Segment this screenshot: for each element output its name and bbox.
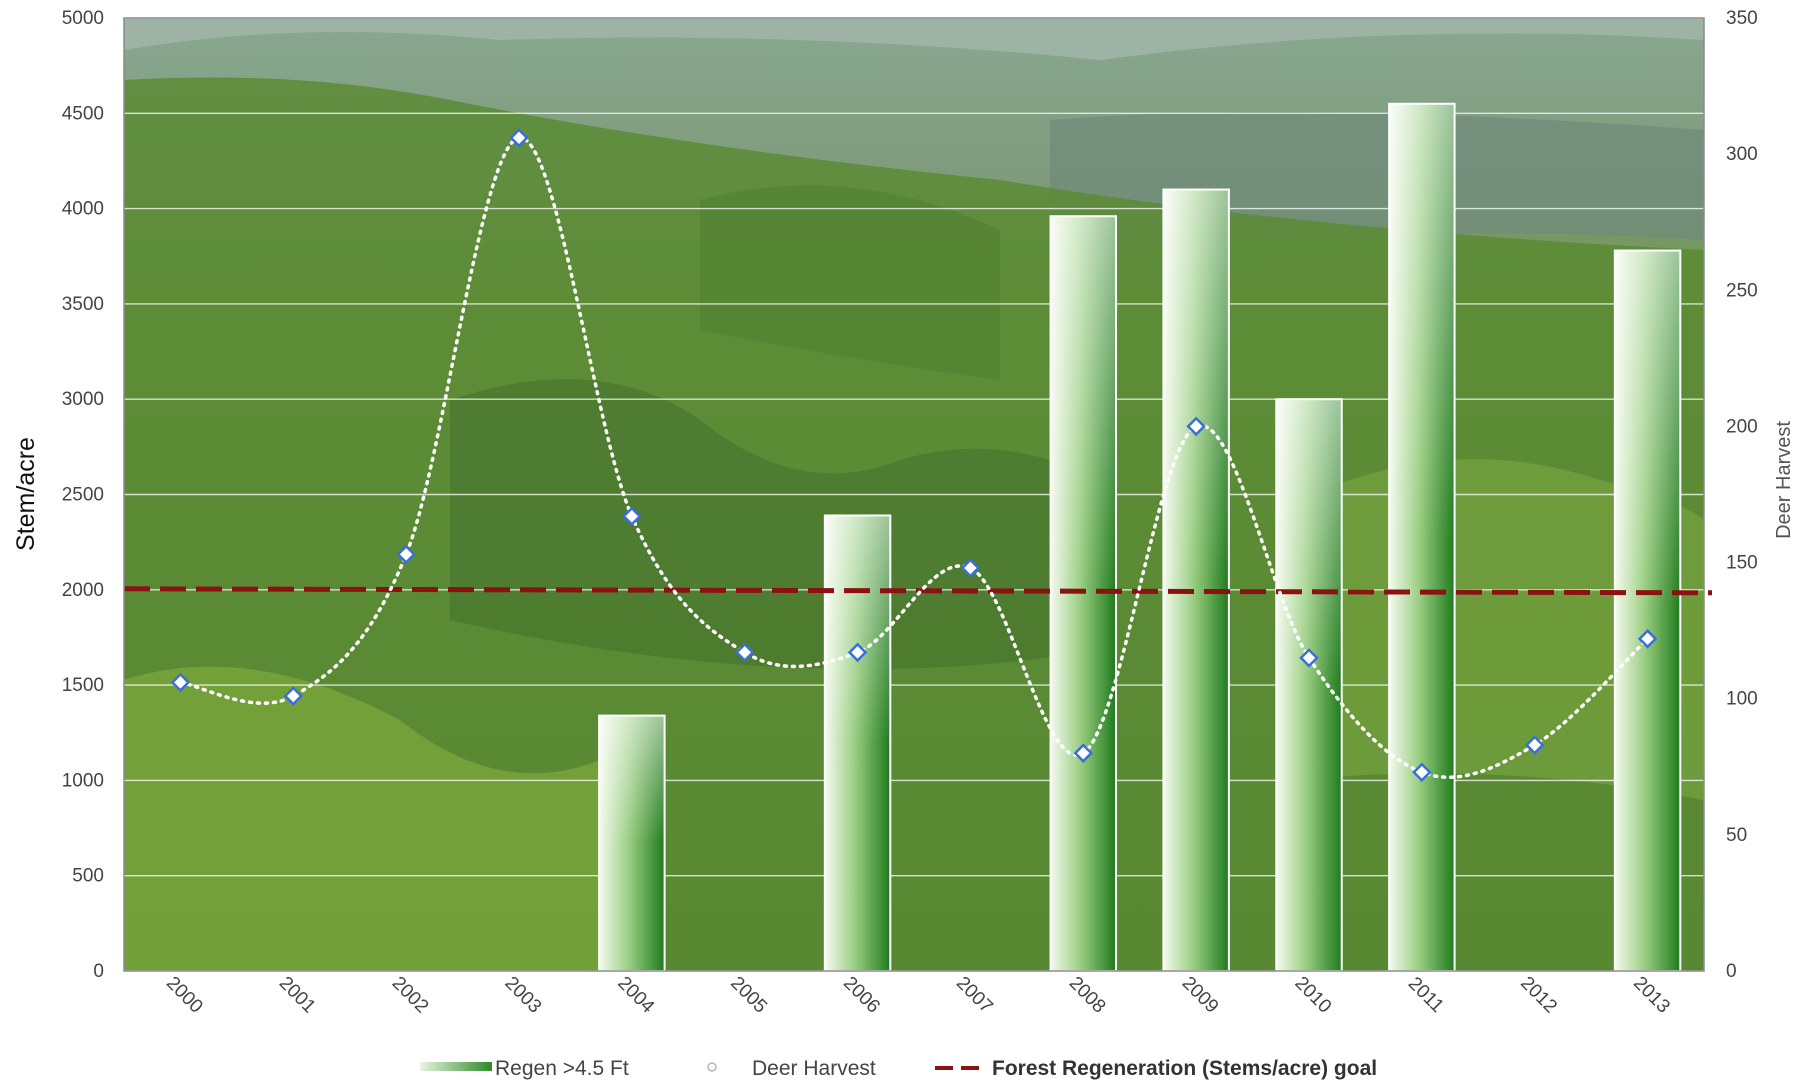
deer-harvest-point (734, 642, 755, 663)
deer-harvest-point (622, 506, 642, 527)
y-tick-label: 0 (93, 961, 104, 982)
bar-highlight (1276, 399, 1342, 971)
x-tick-label: 2001 (275, 973, 320, 1018)
deer-harvest-point (960, 558, 981, 578)
x-tick-label: 2005 (726, 973, 771, 1018)
bar-highlight (599, 715, 665, 971)
bar-highlight (824, 515, 891, 971)
y2-tick-label: 150 (1726, 553, 1758, 574)
y-tick-label: 500 (72, 866, 104, 887)
x-tick-label: 2006 (839, 973, 884, 1018)
x-tick-label: 2009 (1178, 973, 1223, 1018)
y-tick-label: 1000 (62, 770, 104, 791)
x-axis: 2000 2001 2002 2003 2004 2005 2006 2007 2008 2009… (162, 973, 1674, 1018)
bar-highlight (1163, 189, 1229, 972)
y-tick-label: 4000 (62, 199, 104, 220)
y-tick-label: 4500 (62, 103, 104, 124)
deer-harvest-point (847, 642, 868, 663)
legend: Regen >4.5 Ft Deer Harvest Forest Regene… (420, 1057, 1377, 1080)
x-tick-label: 2012 (1516, 973, 1561, 1018)
y2-tick-label: 0 (1726, 961, 1737, 982)
x-tick-label: 2013 (1629, 973, 1674, 1018)
y2-axis-label: Deer Harvest (1773, 421, 1795, 539)
bar-highlight (1614, 250, 1681, 972)
x-tick-label: 2000 (162, 973, 207, 1018)
deer-harvest-series (170, 128, 1658, 782)
x-tick-label: 2007 (952, 973, 997, 1018)
y-axis-label: Stem/acre (12, 437, 40, 551)
x-tick-label: 2004 (613, 973, 658, 1018)
legend-bar-swatch (420, 1062, 492, 1071)
y-axis-left: 0 500 1000 1500 2000 2500 3000 3500 4000 4500 5000 (62, 8, 104, 982)
y2-tick-label: 100 (1726, 689, 1758, 710)
deer-harvest-point (283, 686, 304, 706)
deer-harvest-point (1524, 735, 1545, 755)
legend-goal-label: Forest Regeneration (Stems/acre) goal (992, 1057, 1377, 1080)
y2-tick-label: 350 (1726, 8, 1758, 29)
y2-tick-label: 200 (1726, 416, 1758, 437)
y2-tick-label: 300 (1726, 144, 1758, 165)
x-tick-label: 2002 (388, 973, 433, 1018)
bar-highlight (1389, 103, 1455, 971)
legend-deer-marker (707, 1062, 717, 1072)
y-tick-label: 2000 (62, 580, 104, 601)
deer-harvest-point (1186, 416, 1206, 437)
deer-harvest-point (170, 672, 191, 693)
y-tick-label: 1500 (62, 675, 104, 696)
y-tick-label: 3500 (62, 294, 104, 315)
y-tick-label: 2500 (62, 485, 104, 506)
x-tick-label: 2008 (1065, 973, 1110, 1018)
deer-harvest-point (1073, 743, 1094, 763)
goal-reference-line (123, 586, 1713, 596)
deer-harvest-point (509, 128, 529, 148)
y2-tick-label: 50 (1726, 825, 1747, 846)
deer-harvest-point (1299, 648, 1319, 668)
plot-frame (123, 17, 1705, 972)
legend-bar-label: Regen >4.5 Ft (495, 1057, 629, 1080)
deer-harvest-point (396, 544, 416, 565)
deer-harvest-point (1637, 629, 1658, 649)
x-tick-label: 2003 (501, 973, 546, 1018)
y-axis-right: 0 50 100 150 200 250 300 350 (1726, 8, 1758, 982)
y2-tick-label: 250 (1726, 280, 1758, 301)
x-tick-label: 2010 (1291, 973, 1336, 1018)
y-tick-label: 5000 (62, 8, 104, 29)
goal-line (123, 586, 1713, 596)
deer-harvest-point (1412, 762, 1432, 782)
deer-harvest-line (178, 136, 1650, 779)
x-tick-label: 2011 (1404, 973, 1448, 1017)
y-tick-label: 3000 (62, 389, 104, 410)
legend-deer-label: Deer Harvest (752, 1057, 876, 1080)
